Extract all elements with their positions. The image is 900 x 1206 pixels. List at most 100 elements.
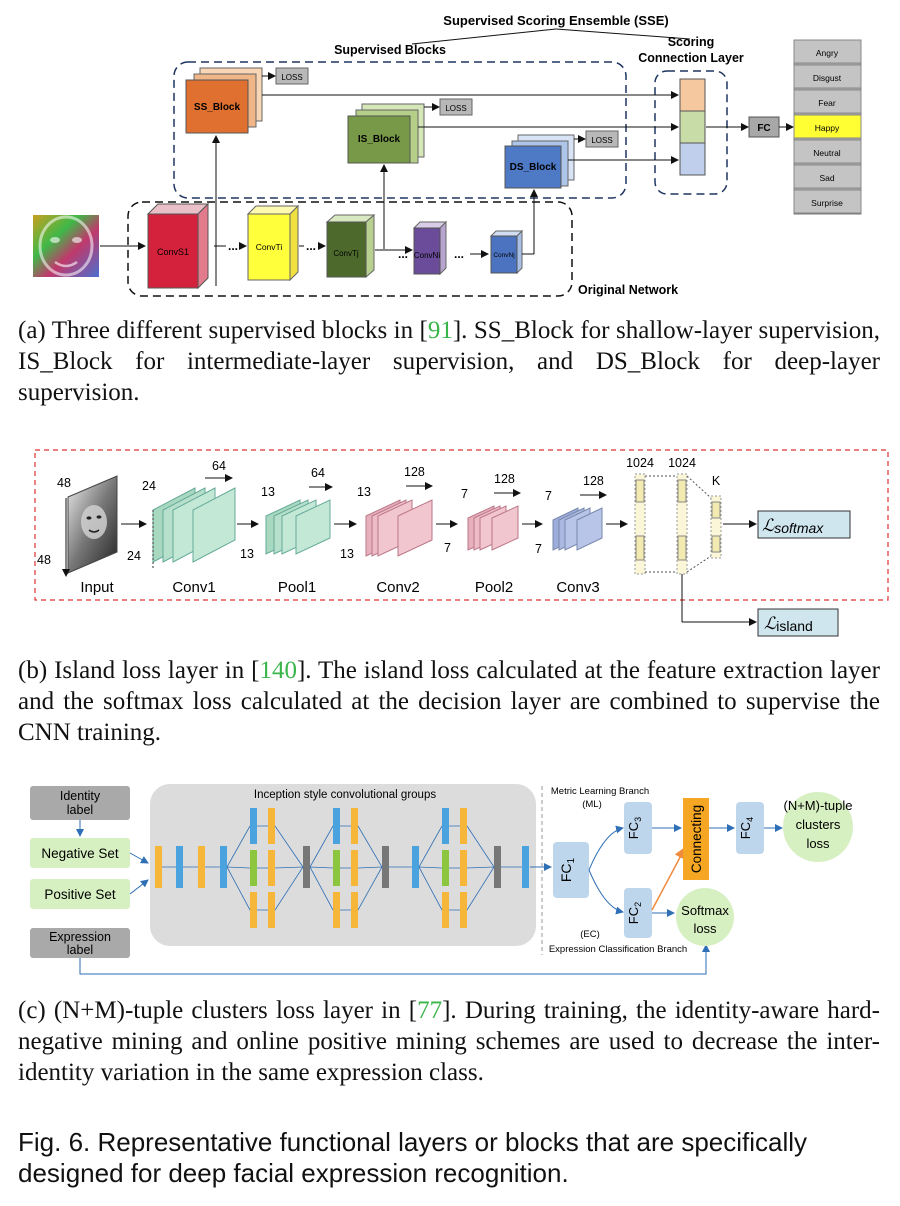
ss-block-label: SS_Block bbox=[194, 102, 241, 113]
tuple-loss-1: (N+M)-tuple bbox=[784, 798, 853, 813]
caption-b-prefix: (b) Island loss layer in [ bbox=[18, 657, 260, 684]
panel-a-diagram: Supervised Scoring Ensemble (SSE) Superv… bbox=[33, 13, 862, 297]
emotion-neutral: Neutral bbox=[813, 148, 841, 158]
emotion-list: Angry Disgust Fear Happy Neutral Sad Sur… bbox=[793, 39, 862, 215]
conv1-size-top: 24 bbox=[142, 479, 156, 493]
conv-ni-label: ConvNi bbox=[414, 251, 440, 260]
conv-ni: ... ConvNi bbox=[398, 220, 448, 276]
conv3-size-left: 7 bbox=[535, 542, 542, 556]
fc4-label: FC4 bbox=[738, 817, 755, 839]
pool1-size-top: 13 bbox=[261, 485, 275, 499]
face-image bbox=[33, 215, 99, 277]
softmax-loss-box bbox=[757, 510, 851, 539]
conv1-size-left: 24 bbox=[127, 549, 141, 563]
is-block: IS_Block bbox=[347, 103, 425, 164]
pool1-depth: 64 bbox=[311, 466, 325, 480]
identity-label-box bbox=[30, 786, 130, 820]
pool2-size-top: 7 bbox=[461, 487, 468, 501]
softmax-loss-2: loss bbox=[693, 921, 717, 936]
ellipsis-1: ... bbox=[228, 239, 238, 253]
pool1-block: 13 13 64 Pool1 bbox=[240, 466, 333, 596]
loss-box-ss bbox=[275, 67, 309, 85]
conv-nj-label: ConvNj bbox=[493, 252, 514, 259]
island-loss-label: ℒisland bbox=[764, 614, 813, 634]
identity-label-2: label bbox=[67, 803, 93, 817]
caption-c: (c) (N+M)-tuple clusters loss layer in [… bbox=[18, 995, 880, 1088]
tuple-loss-circle bbox=[783, 792, 853, 862]
fc-columns: 1024 1024 K bbox=[626, 456, 722, 575]
pool1-size-left: 13 bbox=[240, 547, 254, 561]
original-network-label: Original Network bbox=[578, 283, 678, 297]
score-slot-ds bbox=[679, 142, 706, 176]
negative-set-box bbox=[30, 838, 130, 868]
panel-c-diagram: Identity label Negative Set Positive Set… bbox=[30, 784, 853, 975]
ellipsis-4: ... bbox=[454, 247, 464, 261]
conv-ti: ConvTi bbox=[246, 204, 300, 282]
conv1-block: 24 24 64 Conv1 bbox=[127, 459, 236, 596]
panel-b-diagram: 48 48 Input 24 24 64 Conv1 13 13 64 Pool… bbox=[34, 449, 889, 637]
sse-title: Supervised Scoring Ensemble (SSE) bbox=[443, 13, 668, 28]
conv-ti-label: ConvTi bbox=[256, 242, 283, 252]
conv-tj: ConvTj bbox=[325, 213, 376, 279]
k-label: K bbox=[712, 474, 721, 488]
loss-label-is: LOSS bbox=[445, 104, 466, 113]
expression-label-box bbox=[30, 928, 130, 958]
caption-a-suffix: ]. SS_Block for shallow-layer supervisio… bbox=[18, 317, 880, 406]
scoring-label-1: Scoring bbox=[668, 35, 715, 49]
scoring-label-2: Connection Layer bbox=[638, 51, 744, 65]
island-network-frame bbox=[34, 449, 889, 601]
pool2-size-left: 7 bbox=[444, 541, 451, 555]
ec-label: (EC) bbox=[580, 929, 600, 940]
conv3-depth: 128 bbox=[583, 474, 604, 488]
input-w: 48 bbox=[37, 553, 51, 567]
scoring-layer-region bbox=[654, 70, 728, 195]
input-face bbox=[67, 475, 118, 574]
supervised-blocks-label: Supervised Blocks bbox=[334, 43, 446, 57]
connecting-box bbox=[683, 798, 709, 880]
fc3-box bbox=[624, 802, 652, 854]
fc2-box bbox=[624, 888, 652, 938]
fc4-box bbox=[736, 802, 764, 854]
emotion-happy: Happy bbox=[815, 123, 840, 133]
caption-a-ref[interactable]: 91 bbox=[427, 317, 453, 344]
conv-s1-label: ConvS1 bbox=[157, 247, 189, 257]
emotion-sad: Sad bbox=[819, 173, 834, 183]
emotion-angry: Angry bbox=[816, 48, 839, 58]
fc1-label: FC1 bbox=[558, 857, 577, 882]
fc-label: FC bbox=[757, 123, 770, 134]
caption-a: (a) Three different supervised blocks in… bbox=[18, 315, 880, 408]
positive-set-box bbox=[30, 879, 130, 909]
conv3-label: Conv3 bbox=[556, 579, 599, 596]
inception-layers bbox=[155, 808, 529, 928]
conv-s1: ConvS1 bbox=[146, 202, 210, 290]
identity-label-1: Identity bbox=[60, 789, 101, 803]
loss-box-ds bbox=[585, 130, 619, 148]
conv2-size-top: 13 bbox=[357, 485, 371, 499]
pool1-label: Pool1 bbox=[278, 579, 316, 596]
expression-label-2: label bbox=[67, 943, 93, 957]
original-network-region bbox=[127, 201, 573, 297]
inception-title: Inception style convolutional groups bbox=[254, 789, 436, 801]
caption-b-ref[interactable]: 140 bbox=[259, 657, 297, 684]
connecting-label: Connecting bbox=[689, 805, 704, 873]
ds-block: DS_Block bbox=[504, 134, 575, 189]
caption-c-ref[interactable]: 77 bbox=[417, 997, 443, 1024]
conv2-depth: 128 bbox=[404, 465, 425, 479]
caption-a-prefix: (a) Three different supervised blocks in… bbox=[18, 317, 428, 344]
conv-nj: ConvNj bbox=[489, 229, 524, 275]
loss-label-ss: LOSS bbox=[281, 73, 302, 82]
expr-branch-label: Expression Classification Branch bbox=[549, 944, 687, 955]
supervised-blocks-region bbox=[173, 61, 627, 199]
is-block-label: IS_Block bbox=[358, 134, 401, 145]
softmax-loss-circle bbox=[676, 888, 734, 946]
expression-label-1: Expression bbox=[49, 930, 111, 944]
score-slot-is bbox=[679, 110, 706, 144]
score-slot-ss bbox=[679, 78, 706, 112]
fc2-label: FC2 bbox=[626, 902, 643, 924]
softmax-loss-1: Softmax bbox=[681, 903, 729, 918]
negative-set-label: Negative Set bbox=[41, 846, 119, 861]
fc1-box bbox=[553, 842, 589, 898]
tuple-loss-3: loss bbox=[806, 836, 830, 851]
positive-set-label: Positive Set bbox=[44, 887, 116, 902]
conv1-depth: 64 bbox=[212, 459, 226, 473]
